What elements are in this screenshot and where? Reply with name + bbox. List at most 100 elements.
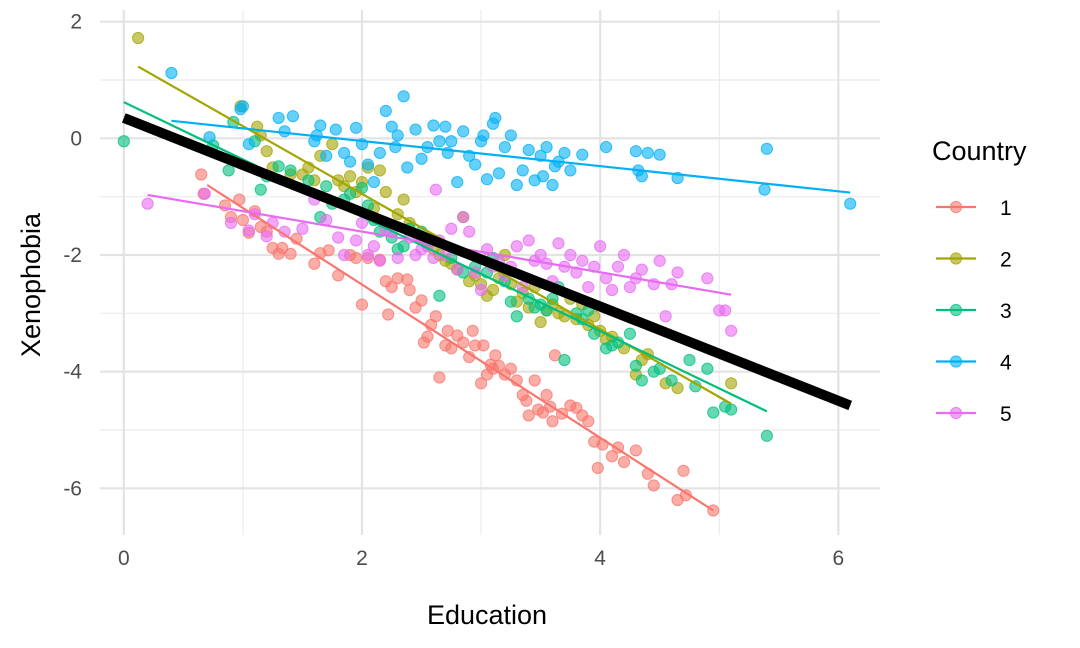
data-point-series-4 (516, 164, 529, 177)
data-point-series-1 (591, 461, 604, 475)
x-tick-label: 6 (832, 547, 844, 570)
data-point-series-5 (391, 251, 404, 265)
y-tick-label: -4 (63, 361, 82, 384)
legend-item-5: 5 (936, 403, 1012, 426)
data-point-series-4 (540, 140, 553, 154)
data-point-series-5 (451, 263, 464, 276)
data-point-series-5 (332, 231, 345, 244)
data-point-series-1 (415, 294, 428, 307)
data-point-series-4 (480, 173, 494, 186)
data-point-series-2 (326, 138, 339, 151)
data-point-series-4 (641, 146, 654, 160)
data-point-series-3 (558, 353, 571, 367)
data-point-series-5 (373, 254, 386, 267)
data-point-series-1 (403, 283, 416, 297)
data-point-series-5 (611, 260, 625, 273)
data-point-series-5 (534, 248, 547, 262)
legend-key-point (949, 200, 963, 214)
data-point-series-4 (367, 175, 380, 189)
data-point-series-1 (433, 371, 446, 384)
data-point-series-1 (349, 251, 363, 265)
data-point-series-1 (605, 450, 619, 463)
fit-line-series-1 (206, 184, 714, 512)
data-point-series-5 (582, 280, 595, 294)
data-point-series-5 (659, 310, 672, 323)
data-point-series-4 (165, 66, 178, 80)
data-point-series-5 (296, 222, 309, 235)
data-point-series-4 (385, 120, 398, 133)
data-point-series-3 (397, 240, 410, 253)
x-tick-label: 4 (594, 547, 606, 570)
data-point-series-5 (141, 197, 154, 210)
y-tick-label: -6 (63, 477, 82, 500)
data-point-series-4 (433, 135, 446, 148)
data-point-series-4 (361, 158, 375, 171)
data-point-series-4 (343, 155, 357, 168)
legend-key-point (949, 355, 963, 368)
data-point-series-3 (629, 359, 642, 372)
data-point-series-4 (536, 170, 550, 183)
data-point-series-4 (498, 140, 511, 154)
data-point-series-3 (254, 183, 267, 196)
data-point-series-5 (463, 225, 476, 238)
legend-label: 4 (1000, 352, 1012, 375)
data-point-series-2 (260, 145, 273, 158)
data-point-series-3 (433, 289, 446, 302)
data-point-series-1 (617, 455, 631, 469)
legend-title: Country (932, 136, 1027, 166)
data-point-series-4 (242, 138, 255, 151)
data-point-series-1 (382, 308, 395, 321)
data-point-series-4 (758, 183, 771, 196)
data-point-series-5 (725, 324, 738, 337)
y-axis-title: Xenophobia (16, 212, 46, 357)
data-point-series-4 (373, 146, 386, 160)
y-tick-label: 2 (70, 11, 82, 34)
data-point-series-4 (415, 152, 428, 165)
data-points (117, 31, 857, 517)
legend-key-point (949, 406, 963, 420)
data-point-series-4 (338, 146, 351, 160)
data-point-series-4 (286, 110, 300, 123)
data-point-series-4 (439, 120, 452, 133)
legend-key-point (949, 252, 963, 265)
data-point-series-4 (379, 104, 392, 118)
overall-fit-line (121, 113, 853, 411)
legend-label: 3 (1000, 300, 1012, 323)
data-point-series-3 (701, 362, 714, 375)
data-point-series-5 (445, 222, 458, 235)
data-point-series-1 (236, 213, 250, 227)
data-point-series-1 (677, 464, 690, 477)
data-point-series-4 (477, 129, 490, 142)
data-point-series-4 (236, 100, 250, 113)
data-point-series-5 (605, 283, 619, 297)
data-point-series-4 (564, 164, 577, 177)
legend-key-point (949, 303, 963, 317)
legend-label: 2 (1000, 249, 1012, 272)
legend-item-3: 3 (936, 300, 1012, 323)
data-point-series-5 (260, 230, 273, 243)
data-point-series-1 (647, 479, 660, 492)
minor-gridlines (100, 10, 880, 535)
data-point-series-4 (469, 158, 482, 171)
data-point-series-1 (322, 244, 335, 257)
data-point-series-1 (477, 339, 490, 352)
data-point-series-1 (504, 362, 517, 375)
data-point-series-4 (409, 123, 422, 136)
data-point-series-3 (272, 160, 285, 173)
data-point-series-4 (504, 129, 517, 142)
legend: Country 1 2 3 4 5 (932, 136, 1027, 426)
data-point-series-3 (665, 374, 678, 387)
data-point-series-5 (338, 248, 351, 262)
legend-item-1: 1 (936, 197, 1012, 220)
data-point-series-1 (429, 310, 442, 323)
legend-label: 1 (1000, 197, 1012, 220)
data-point-series-3 (222, 164, 235, 177)
data-point-series-4 (510, 178, 523, 192)
data-point-series-4 (653, 148, 666, 161)
data-point-series-4 (546, 178, 559, 192)
data-point-series-5 (617, 248, 631, 262)
data-point-series-4 (760, 142, 773, 155)
data-point-series-4 (427, 119, 440, 132)
data-point-series-5 (474, 283, 488, 297)
